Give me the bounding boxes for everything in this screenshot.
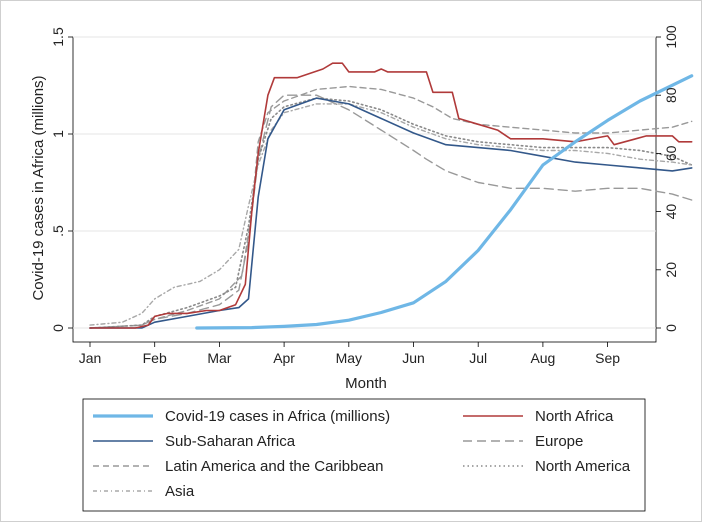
legend-label: Asia: [165, 483, 195, 500]
legend-label: Europe: [535, 433, 583, 450]
series-line: [89, 103, 693, 326]
legend: Covid-19 cases in Africa (millions) North…: [93, 408, 631, 500]
legend-box: [82, 398, 646, 512]
y-right-tick-label: 100: [663, 25, 679, 49]
x-tick-label: Jan: [79, 350, 102, 366]
y-left-tick-label: .5: [50, 225, 66, 237]
x-axis-label: Month: [345, 375, 387, 392]
legend-label: North Africa: [535, 408, 614, 425]
legend-label: North America: [535, 458, 631, 475]
x-tick-label: Sep: [595, 350, 620, 366]
series-line: [89, 94, 693, 329]
series-lines: [89, 62, 694, 330]
x-tick-label: May: [336, 350, 362, 366]
x-tick-label: Jun: [402, 350, 425, 366]
x-tick-label: Jul: [469, 350, 487, 366]
y-right-tick-label: 20: [663, 262, 679, 278]
series-line: [89, 97, 693, 329]
series-line: [89, 97, 693, 329]
series-line: [195, 74, 694, 330]
x-tick-label: Feb: [143, 350, 167, 366]
x-tick-label: Apr: [273, 350, 295, 366]
x-tick-label: Aug: [530, 350, 555, 366]
legend-label: Latin America and the Caribbean: [165, 458, 383, 475]
legend-label: Covid-19 cases in Africa (millions): [165, 408, 390, 425]
legend-label: Sub-Saharan Africa: [165, 433, 296, 450]
gridlines: [73, 36, 656, 329]
y-left-tick-label: 1: [50, 130, 66, 138]
y-right-tick-label: 80: [663, 87, 679, 103]
y-right-tick-label: 60: [663, 145, 679, 161]
y-left-tick-label: 0: [50, 324, 66, 332]
axes: 0 .5 1 1.5 0 20 40 60 80 100 Jan Feb Mar Apr May Jun Jul…: [50, 25, 679, 366]
y-right-tick-label: 40: [663, 204, 679, 220]
y-axis-left-label: Covid-19 cases in Africa (millions): [30, 75, 47, 300]
x-tick-label: Mar: [207, 350, 231, 366]
y-left-tick-label: 1.5: [50, 27, 66, 47]
series-line: [89, 85, 693, 329]
y-right-tick-label: 0: [663, 324, 679, 332]
